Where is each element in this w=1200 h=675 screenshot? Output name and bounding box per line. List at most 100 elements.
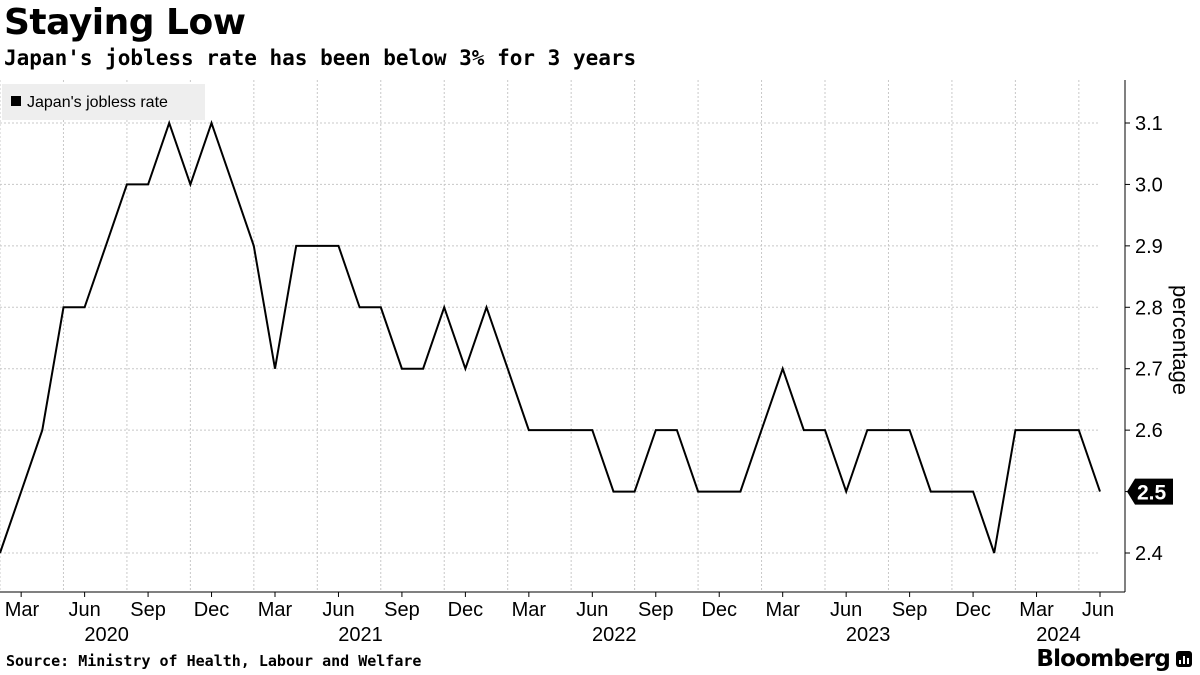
x-tick-label: Dec bbox=[701, 599, 737, 621]
data-point bbox=[104, 244, 107, 247]
data-point bbox=[1035, 429, 1038, 432]
x-tick-label: Mar bbox=[512, 599, 547, 621]
legend: Japan's jobless rate bbox=[2, 84, 205, 120]
data-point bbox=[147, 183, 150, 186]
x-year-label: 2023 bbox=[846, 624, 891, 646]
data-point bbox=[485, 306, 488, 309]
data-point bbox=[62, 306, 65, 309]
x-year-label: 2022 bbox=[592, 624, 637, 646]
data-point bbox=[950, 490, 953, 493]
x-tick-label: Jun bbox=[576, 599, 608, 621]
data-point bbox=[274, 367, 277, 370]
x-tick-label: Sep bbox=[130, 599, 166, 621]
last-value-badge: 2.5 bbox=[1127, 478, 1173, 505]
data-point bbox=[845, 490, 848, 493]
x-tick-label: Dec bbox=[194, 599, 230, 621]
x-axis: Mar Jun Sep Dec Mar Jun Sep Dec Mar Jun Sep Dec Mar J… bbox=[0, 591, 1125, 646]
data-point bbox=[802, 429, 805, 432]
data-point bbox=[760, 429, 763, 432]
data-point bbox=[739, 490, 742, 493]
x-year-label: 2021 bbox=[338, 624, 383, 646]
y-tick-label: 2.8 bbox=[1135, 297, 1163, 319]
y-axis: 2.4 2.6 2.7 2.8 2.9 3.0 3.1 percentage bbox=[1124, 80, 1193, 592]
x-tick-label: Jun bbox=[1082, 599, 1114, 621]
data-point bbox=[1077, 429, 1080, 432]
x-tick-label: Dec bbox=[448, 599, 484, 621]
data-point bbox=[316, 244, 319, 247]
x-year-label: 2020 bbox=[84, 624, 129, 646]
data-point bbox=[591, 429, 594, 432]
chart-subtitle: Japan's jobless rate has been below 3% f… bbox=[4, 46, 637, 70]
data-point bbox=[549, 429, 552, 432]
data-point bbox=[337, 244, 340, 247]
data-point bbox=[41, 429, 44, 432]
bloomberg-terminal-icon bbox=[1176, 651, 1192, 667]
data-point bbox=[231, 183, 234, 186]
grid-layer bbox=[0, 80, 1100, 592]
data-point bbox=[612, 490, 615, 493]
data-point bbox=[506, 367, 509, 370]
x-tick-label: Mar bbox=[5, 599, 40, 621]
data-point bbox=[866, 429, 869, 432]
data-point bbox=[20, 490, 23, 493]
data-point bbox=[929, 490, 932, 493]
data-point bbox=[168, 122, 171, 125]
data-point bbox=[400, 367, 403, 370]
legend-label: Japan's jobless rate bbox=[27, 94, 168, 111]
x-tick-label: Mar bbox=[258, 599, 293, 621]
data-point bbox=[972, 490, 975, 493]
data-point bbox=[443, 306, 446, 309]
data-point bbox=[718, 490, 721, 493]
data-point bbox=[125, 183, 128, 186]
x-tick-label: Sep bbox=[638, 599, 674, 621]
data-point bbox=[252, 244, 255, 247]
data-point bbox=[633, 490, 636, 493]
legend-box bbox=[2, 84, 205, 120]
data-point bbox=[210, 122, 213, 125]
y-tick-label: 3.0 bbox=[1135, 174, 1163, 196]
data-point bbox=[295, 244, 298, 247]
x-tick-label: Jun bbox=[830, 599, 862, 621]
x-tick-label: Dec bbox=[955, 599, 991, 621]
data-point bbox=[654, 429, 657, 432]
y-axis-title: percentage bbox=[1168, 285, 1193, 395]
series-line bbox=[0, 119, 1101, 554]
x-tick-label: Mar bbox=[765, 599, 800, 621]
data-point bbox=[527, 429, 530, 432]
data-point bbox=[1099, 490, 1102, 493]
y-tick-label: 2.4 bbox=[1135, 543, 1163, 565]
y-tick-label: 2.6 bbox=[1135, 420, 1163, 442]
data-point bbox=[781, 367, 784, 370]
data-point bbox=[422, 367, 425, 370]
data-point bbox=[993, 552, 996, 555]
y-tick-label: 2.7 bbox=[1135, 359, 1163, 381]
data-point bbox=[83, 306, 86, 309]
data-point bbox=[1014, 429, 1017, 432]
data-point bbox=[887, 429, 890, 432]
x-year-label: 2024 bbox=[1036, 624, 1081, 646]
last-value-marker bbox=[1127, 478, 1173, 505]
data-point bbox=[189, 183, 192, 186]
series-layer bbox=[0, 119, 1102, 555]
chart-title: Staying Low bbox=[4, 2, 246, 43]
data-point bbox=[908, 429, 911, 432]
data-point bbox=[1056, 429, 1059, 432]
brand-logo: Bloomberg bbox=[1036, 646, 1192, 672]
data-point bbox=[464, 367, 467, 370]
last-value-label: 2.5 bbox=[1137, 482, 1167, 505]
data-point bbox=[358, 306, 361, 309]
y-tick-label: 3.1 bbox=[1135, 113, 1163, 135]
data-point bbox=[570, 429, 573, 432]
y-tick-label: 2.9 bbox=[1135, 236, 1163, 258]
data-point bbox=[697, 490, 700, 493]
source-note: Source: Ministry of Health, Labour and W… bbox=[6, 652, 422, 670]
data-point bbox=[675, 429, 678, 432]
x-tick-label: Sep bbox=[384, 599, 420, 621]
data-point bbox=[824, 429, 827, 432]
x-tick-label: Jun bbox=[322, 599, 354, 621]
x-tick-label: Sep bbox=[892, 599, 928, 621]
x-tick-label: Mar bbox=[1019, 599, 1054, 621]
data-point bbox=[379, 306, 382, 309]
legend-swatch bbox=[11, 96, 21, 106]
